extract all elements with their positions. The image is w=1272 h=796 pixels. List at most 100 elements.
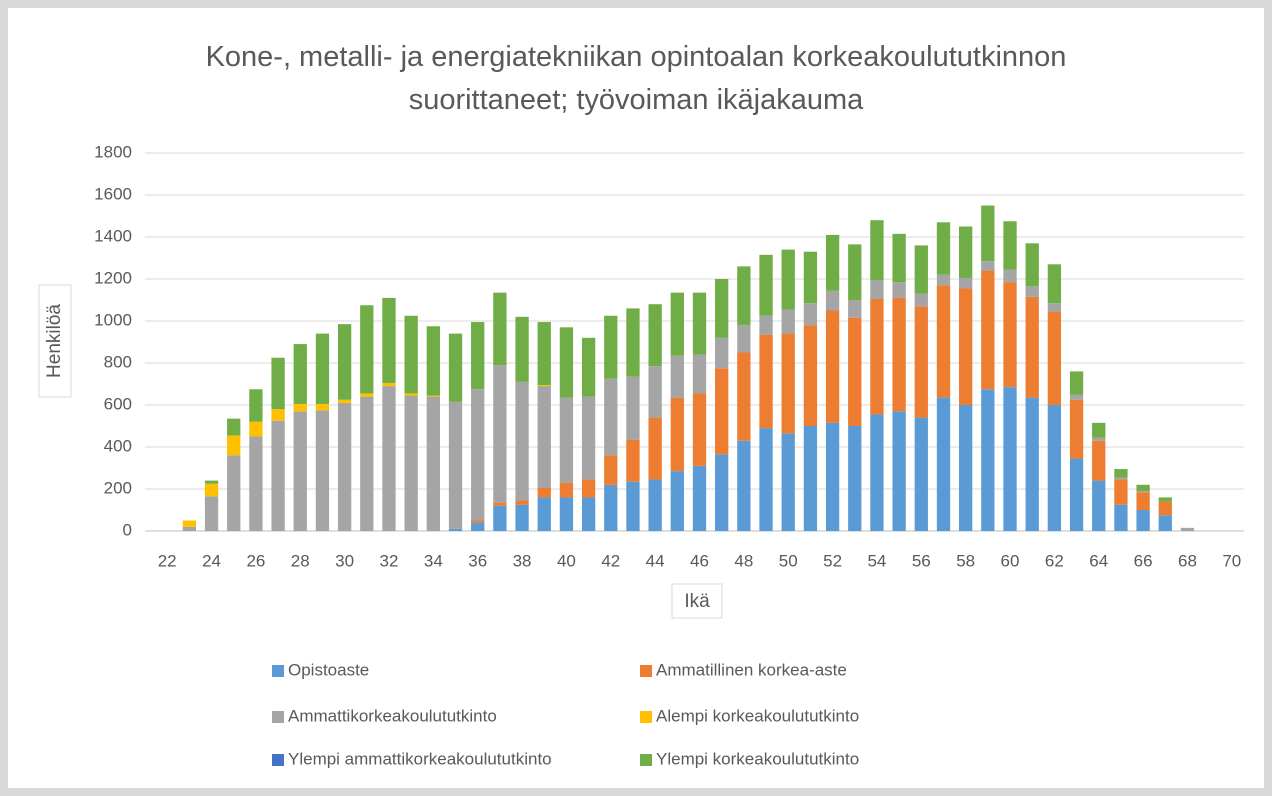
y-tick-label: 1800 [94,142,132,161]
bar-segment [692,465,707,531]
x-tick-label: 30 [335,551,354,570]
bar-segment [293,411,307,531]
x-tick-label: 62 [1045,551,1064,570]
bar-segment [581,337,596,397]
bar-segment [204,483,219,497]
legend-label: Opistoaste [288,660,369,679]
bar-segment [1114,479,1128,505]
bar-segment [936,397,951,531]
bar-segment [271,420,285,531]
bar-segment [892,233,906,283]
bar-segment [737,266,751,326]
bar-segment [1158,515,1172,531]
x-tick-label: 54 [867,551,886,570]
x-axis-label: Ikä [684,591,710,612]
bar-segment [382,297,396,383]
y-tick-label: 1200 [94,268,132,287]
bar-segment [227,418,241,436]
x-tick-label: 50 [779,551,798,570]
x-tick-label: 34 [424,551,443,570]
bar-segment [1158,497,1172,502]
bar-segment [870,280,884,299]
bar-segment [404,393,418,396]
bar-segment [1003,387,1017,531]
bar-segment [448,401,463,529]
x-tick-label: 24 [202,551,221,570]
x-tick-label: 22 [158,551,177,570]
bar-segment [670,471,684,531]
bar-segment [471,522,485,531]
bar-segment [537,385,551,387]
bar-segment [1069,399,1084,459]
bar-segment [803,251,818,304]
bar-segment [715,368,729,455]
bar-segment [715,337,729,369]
bar-segment [515,316,529,382]
bar-segment [182,526,197,531]
bar-segment [626,376,640,440]
bar-segment [1069,394,1084,400]
legend-swatch [272,665,284,677]
legend-label: Ammattikorkeakoulututkinto [288,706,497,725]
bar-segment [737,325,751,353]
y-tick-label: 800 [104,352,132,371]
x-label-box [671,583,723,619]
x-tick-label: 48 [734,551,753,570]
bar-segment [870,220,884,281]
bar-segment [626,439,640,482]
bar-segment [315,403,330,411]
bar-segment [559,327,574,398]
bar-segment [493,502,507,506]
x-tick-label: 64 [1089,551,1108,570]
bar-segment [959,405,973,531]
bar-segment [515,381,529,501]
x-tick-label: 56 [912,551,931,570]
bar-segment [1092,437,1106,441]
x-tick-label: 58 [956,551,975,570]
bar-segment [848,244,862,300]
bar-segment [249,389,263,422]
bar-segment [670,397,684,472]
bar-segment [227,455,241,531]
bar-segment [914,245,928,294]
bar-segment [1136,510,1150,531]
bar-segment [537,487,551,498]
bar-segment [204,496,219,531]
bar-segment [1180,527,1195,531]
x-tick-label: 36 [468,551,487,570]
bar-segment [604,315,618,379]
legend-swatch [272,754,284,766]
bar-segment [1025,397,1039,531]
bar-segment [803,303,818,326]
bar-segment [1069,371,1084,395]
bar-segment [981,270,995,390]
bar-segment [360,396,374,531]
y-tick-label: 1400 [94,226,132,245]
bar-segment [825,422,840,531]
x-tick-label: 66 [1134,551,1153,570]
bar-segment [448,528,463,531]
x-tick-label: 28 [291,551,310,570]
legend-swatch [640,665,652,677]
bar-segment [360,393,374,397]
x-tick-label: 46 [690,551,709,570]
bar-segment [604,378,618,456]
bar-segment [581,497,596,531]
bar-segment [404,395,418,531]
bar-segment [426,326,440,396]
x-tick-label: 68 [1178,551,1197,570]
bar-segment [848,426,862,531]
bar-segment [759,334,773,429]
y-tick-label: 1000 [94,310,132,329]
bar-segment [759,315,773,335]
legend-swatch [640,754,652,766]
bar-segment [515,500,529,505]
legend-label: Alempi korkeakoulututkinto [656,706,859,725]
bar-segment [1069,458,1084,531]
bar-segment [559,397,574,483]
bar-segment [737,440,751,531]
bar-segment [914,417,928,531]
bar-segment [715,454,729,531]
y-tick-label: 600 [104,394,132,413]
